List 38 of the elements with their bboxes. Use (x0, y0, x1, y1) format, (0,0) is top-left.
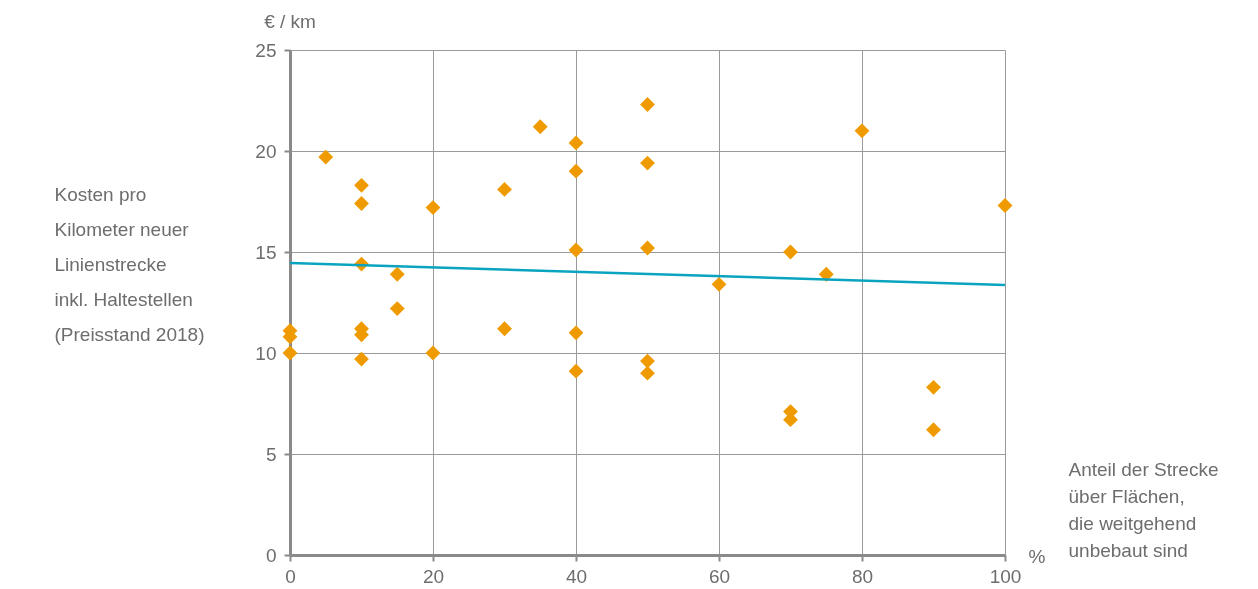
point (568, 325, 584, 341)
x-tick-label: 20 (422, 565, 445, 587)
point (568, 135, 584, 151)
x-tick-label: 100 (989, 565, 1022, 587)
point (532, 119, 548, 135)
y-tick-label: 10 (255, 342, 277, 364)
point (354, 177, 369, 193)
point (568, 242, 584, 258)
point (640, 155, 655, 171)
point (354, 196, 369, 211)
y-tick-label: 5 (265, 443, 277, 465)
point (854, 123, 870, 139)
y-tick-label: 20 (255, 140, 277, 162)
y-tick-label: 25 (255, 39, 277, 61)
x-tick-label: 40 (565, 565, 588, 587)
point (568, 363, 584, 379)
point (711, 276, 727, 292)
text: € / km (264, 11, 316, 32)
x-tick-label: 80 (851, 565, 874, 587)
point (425, 345, 441, 361)
point (318, 149, 334, 165)
point (497, 181, 512, 197)
x-tick-label: 60 (708, 565, 731, 587)
point (497, 321, 512, 337)
y-tick-label: 0 (265, 544, 277, 566)
point (926, 379, 941, 395)
point (389, 301, 405, 316)
point (640, 365, 655, 381)
point (389, 266, 405, 282)
y-axis-title: Kosten pro Kilometer neuer Linienstrecke inkl. Haltestellen (Preisstand 2018) (54, 183, 205, 345)
point (282, 345, 298, 361)
point (640, 97, 655, 112)
y-tick-label: 15 (255, 241, 277, 263)
point (568, 163, 584, 179)
text: % (1028, 546, 1046, 567)
x-axis-title: Anteil der Strecke über Flächen, die weitgehend unbebaut sind (1068, 458, 1219, 561)
x-tick-label: 0 (285, 565, 296, 587)
point (926, 422, 941, 438)
